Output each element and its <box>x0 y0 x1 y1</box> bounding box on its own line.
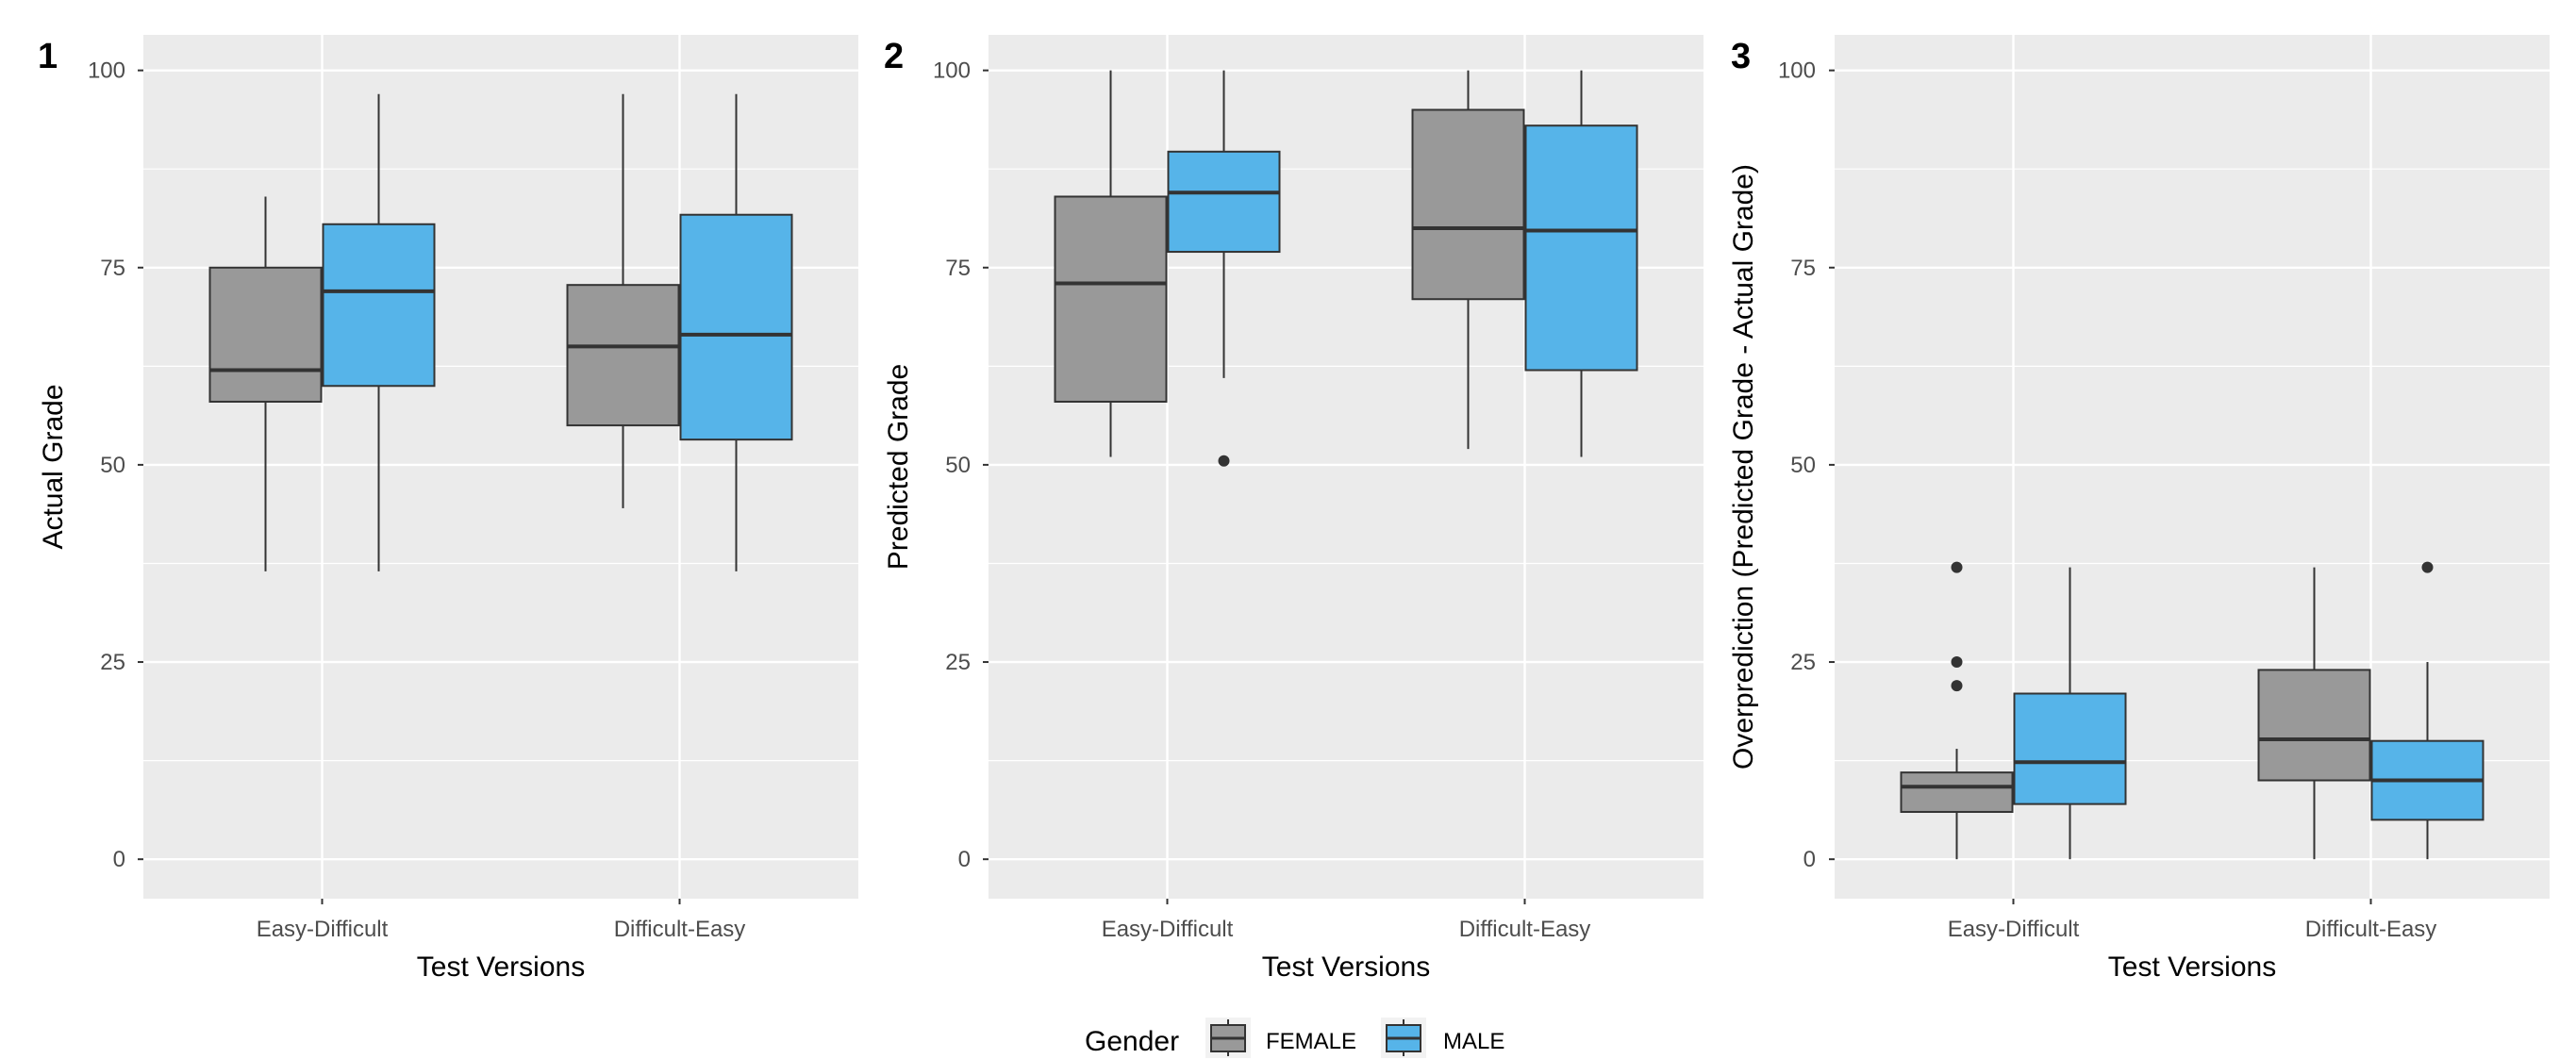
box-difficult-easy-male <box>1524 70 1638 457</box>
box-difficult-easy-male <box>679 93 793 571</box>
plot-panel-background <box>143 35 858 899</box>
box-iqr <box>566 284 680 427</box>
outlier-point <box>1951 680 1963 692</box>
y-tick-label: 0 <box>958 847 971 872</box>
box-iqr <box>1167 150 1281 254</box>
y-tick-label: 75 <box>100 256 125 281</box>
box-easy-difficult-female <box>1054 70 1168 457</box>
box-iqr <box>2013 692 2127 805</box>
legend-entry-male: MALE <box>1381 1018 1504 1058</box>
x-tick-label-difficult-easy: Difficult-Easy <box>614 917 746 942</box>
x-tick-label-easy-difficult: Easy-Difficult <box>257 917 389 942</box>
y-tick-label: 100 <box>1778 58 1816 84</box>
legend-label-male: MALE <box>1443 1029 1504 1054</box>
box-iqr <box>322 223 436 388</box>
y-tick-label: 25 <box>1790 650 1816 675</box>
box-difficult-easy-female <box>1411 70 1525 450</box>
panels: 0 25 50 75 100 Easy-Difficult Difficult-Easy 1 T… <box>38 35 2550 983</box>
x-axis-title: Test Versions <box>417 951 585 983</box>
panel-tag: 2 <box>884 37 904 76</box>
box-easy-difficult-male <box>322 93 436 571</box>
y-tick-label: 100 <box>933 58 971 84</box>
chart-panel-1: 0 25 50 75 100 Easy-Difficult Difficult-Easy 1 T… <box>38 35 858 983</box>
box-iqr <box>679 213 793 441</box>
x-tick-label-difficult-easy: Difficult-Easy <box>1459 917 1591 942</box>
box-easy-difficult-female <box>208 196 323 571</box>
box-difficult-easy-female <box>2257 567 2371 860</box>
outlier-point <box>2421 561 2434 573</box>
box-iqr <box>1411 108 1525 301</box>
x-axis-title: Test Versions <box>1262 951 1430 983</box>
y-tick-label: 75 <box>945 256 971 281</box>
box-difficult-easy-male <box>2370 561 2485 860</box>
box-iqr <box>1900 771 2014 813</box>
y-tick-label: 75 <box>1790 256 1816 281</box>
y-tick-label: 25 <box>945 650 971 675</box>
box-difficult-easy-female <box>566 93 680 508</box>
y-tick-label: 100 <box>88 58 125 84</box>
legend-entry-female: FEMALE <box>1205 1018 1356 1058</box>
box-iqr <box>1524 124 1638 372</box>
x-tick-label-easy-difficult: Easy-Difficult <box>1948 917 2080 942</box>
y-tick-label: 0 <box>113 847 125 872</box>
legend: Gender FEMALE MALE <box>1085 1018 1504 1058</box>
x-tick-label-difficult-easy: Difficult-Easy <box>2305 917 2437 942</box>
chart-panel-2: 0 25 50 75 100 Easy-Difficult Difficult-Easy 2 T… <box>883 35 1703 983</box>
y-tick-label: 50 <box>945 453 971 478</box>
y-tick-label: 0 <box>1803 847 1816 872</box>
chart-panel-3: 0 25 50 75 100 Easy-Difficult Difficult-Easy 3 T… <box>1728 35 2550 983</box>
box-easy-difficult-male <box>1167 70 1281 467</box>
y-tick-label: 50 <box>100 453 125 478</box>
box-iqr <box>2257 669 2371 782</box>
y-axis-title: Predicted Grade <box>883 364 914 570</box>
panel-tag: 3 <box>1731 37 1751 76</box>
y-tick-label: 50 <box>1790 453 1816 478</box>
box-iqr <box>208 266 323 403</box>
y-axis-title: Overprediction (Predicted Grade - Actual… <box>1728 164 1759 769</box>
panel-tag: 1 <box>38 37 58 76</box>
outlier-point <box>1218 455 1230 467</box>
x-tick-label-easy-difficult: Easy-Difficult <box>1102 917 1234 942</box>
box-easy-difficult-male <box>2013 567 2127 860</box>
box-iqr <box>1054 195 1168 403</box>
y-tick-label: 25 <box>100 650 125 675</box>
y-axis-title: Actual Grade <box>38 384 69 549</box>
legend-label-female: FEMALE <box>1266 1029 1356 1054</box>
outlier-point <box>1951 656 1963 669</box>
box-easy-difficult-female <box>1900 561 2014 860</box>
outlier-point <box>1951 561 1963 573</box>
legend-title: Gender <box>1085 1026 1179 1057</box>
x-axis-title: Test Versions <box>2108 951 2276 983</box>
